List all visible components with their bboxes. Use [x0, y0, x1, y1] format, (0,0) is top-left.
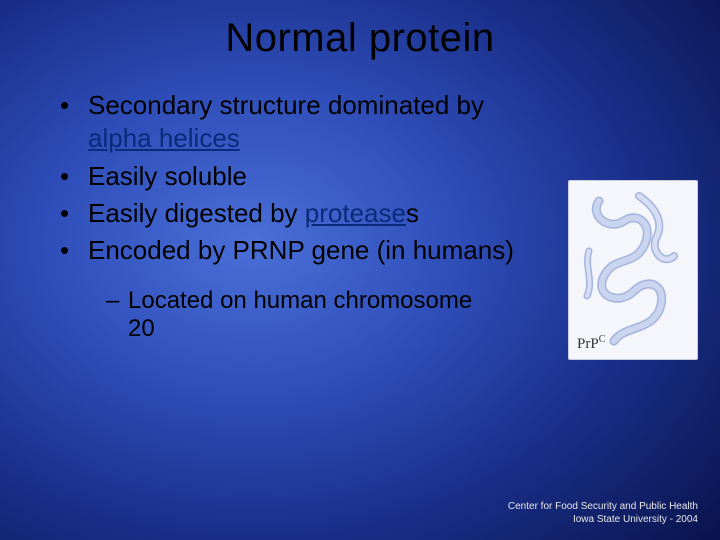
link-alpha-helices[interactable]: alpha helices: [88, 123, 240, 153]
bullet-item: Secondary structure dominated by alpha h…: [60, 89, 520, 156]
figure-label-sup: C: [599, 334, 606, 345]
bullet-text: Encoded by PRNP gene (in humans): [88, 235, 514, 265]
link-protease[interactable]: protease: [305, 198, 406, 228]
sub-bullet-item: Located on human chromosome 20: [106, 287, 486, 343]
bullet-item: Easily soluble: [60, 160, 520, 193]
slide-title: Normal protein: [0, 0, 720, 61]
sub-bullet-text: Located on human chromosome 20: [128, 287, 472, 342]
bullet-item: Easily digested by proteases: [60, 197, 520, 230]
figure-label: PrPC: [577, 334, 605, 353]
bullet-text: Easily soluble: [88, 161, 247, 191]
footer-line: Center for Food Security and Public Heal…: [508, 501, 698, 514]
bullet-text: Easily digested by: [88, 198, 305, 228]
bullet-text-suffix: s: [406, 198, 419, 228]
bullet-text: Secondary structure dominated by: [88, 90, 484, 120]
slide-footer: Center for Food Security and Public Heal…: [508, 501, 698, 526]
figure-label-main: PrP: [577, 336, 599, 352]
protein-figure: PrPC: [568, 180, 698, 360]
bullet-item: Encoded by PRNP gene (in humans): [60, 234, 520, 267]
footer-line: Iowa State University - 2004: [508, 514, 698, 527]
